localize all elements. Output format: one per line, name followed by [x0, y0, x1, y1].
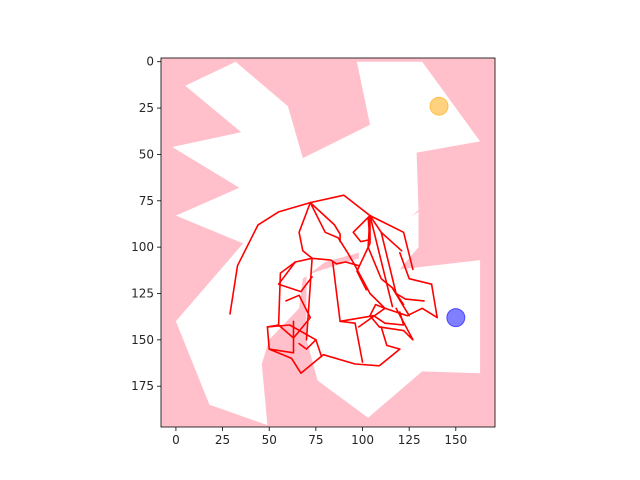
y-tick-label: 125 — [131, 286, 154, 300]
x-tick-label: 125 — [398, 433, 421, 447]
path-segment-0 — [309, 201, 341, 243]
y-tick-label: 150 — [131, 333, 154, 347]
path-segment-25 — [398, 251, 433, 286]
path-segment-13 — [311, 257, 360, 267]
y-tick-label: 0 — [146, 55, 154, 69]
path-segment-3 — [298, 201, 313, 341]
path-segment-11 — [391, 287, 405, 306]
goal-marker — [446, 308, 466, 328]
path-segment-19 — [315, 338, 323, 358]
x-tick-label: 100 — [351, 433, 374, 447]
path-segment-20 — [331, 261, 341, 323]
path-segment-26 — [298, 338, 317, 350]
x-tick-label: 0 — [172, 433, 180, 447]
free-region — [172, 61, 481, 426]
plot-content — [161, 58, 495, 427]
path-segment-14 — [277, 257, 313, 339]
start-marker — [429, 96, 449, 116]
x-tick-label: 75 — [308, 433, 323, 447]
y-tick-label: 175 — [131, 379, 154, 393]
path-segment-6 — [356, 214, 371, 291]
path-segment-27 — [380, 326, 401, 350]
free-region-lower — [306, 258, 481, 418]
path-segment-17 — [268, 320, 295, 354]
path-segment-18 — [266, 324, 317, 341]
y-tick-label: 25 — [139, 101, 154, 115]
plot-area — [161, 58, 495, 427]
path-segment-24 — [384, 283, 439, 319]
axes-frame — [160, 57, 496, 428]
path-segment-9 — [369, 214, 394, 308]
y-tick-label: 100 — [131, 240, 154, 254]
axes: 0 25 50 75 100 125 150 0 25 50 75 100 125 150 175 — [131, 55, 496, 447]
path-segment-16 — [266, 324, 401, 375]
free-region-notch — [358, 211, 419, 270]
y-tick-label: 75 — [139, 194, 154, 208]
path-segment-10 — [380, 231, 425, 302]
y-tick-label: 50 — [139, 147, 154, 161]
path-segment-15 — [277, 261, 313, 293]
path-segment-23 — [378, 307, 414, 341]
path-segment-28 — [339, 320, 356, 325]
path-segment-22 — [369, 303, 386, 328]
path-segment-29 — [354, 322, 364, 363]
x-tick-label: 25 — [215, 433, 230, 447]
x-tick-label: 50 — [262, 433, 277, 447]
path-segment-2 — [229, 201, 312, 315]
path-segment-1 — [309, 201, 356, 267]
x-tick-label: 150 — [444, 433, 467, 447]
